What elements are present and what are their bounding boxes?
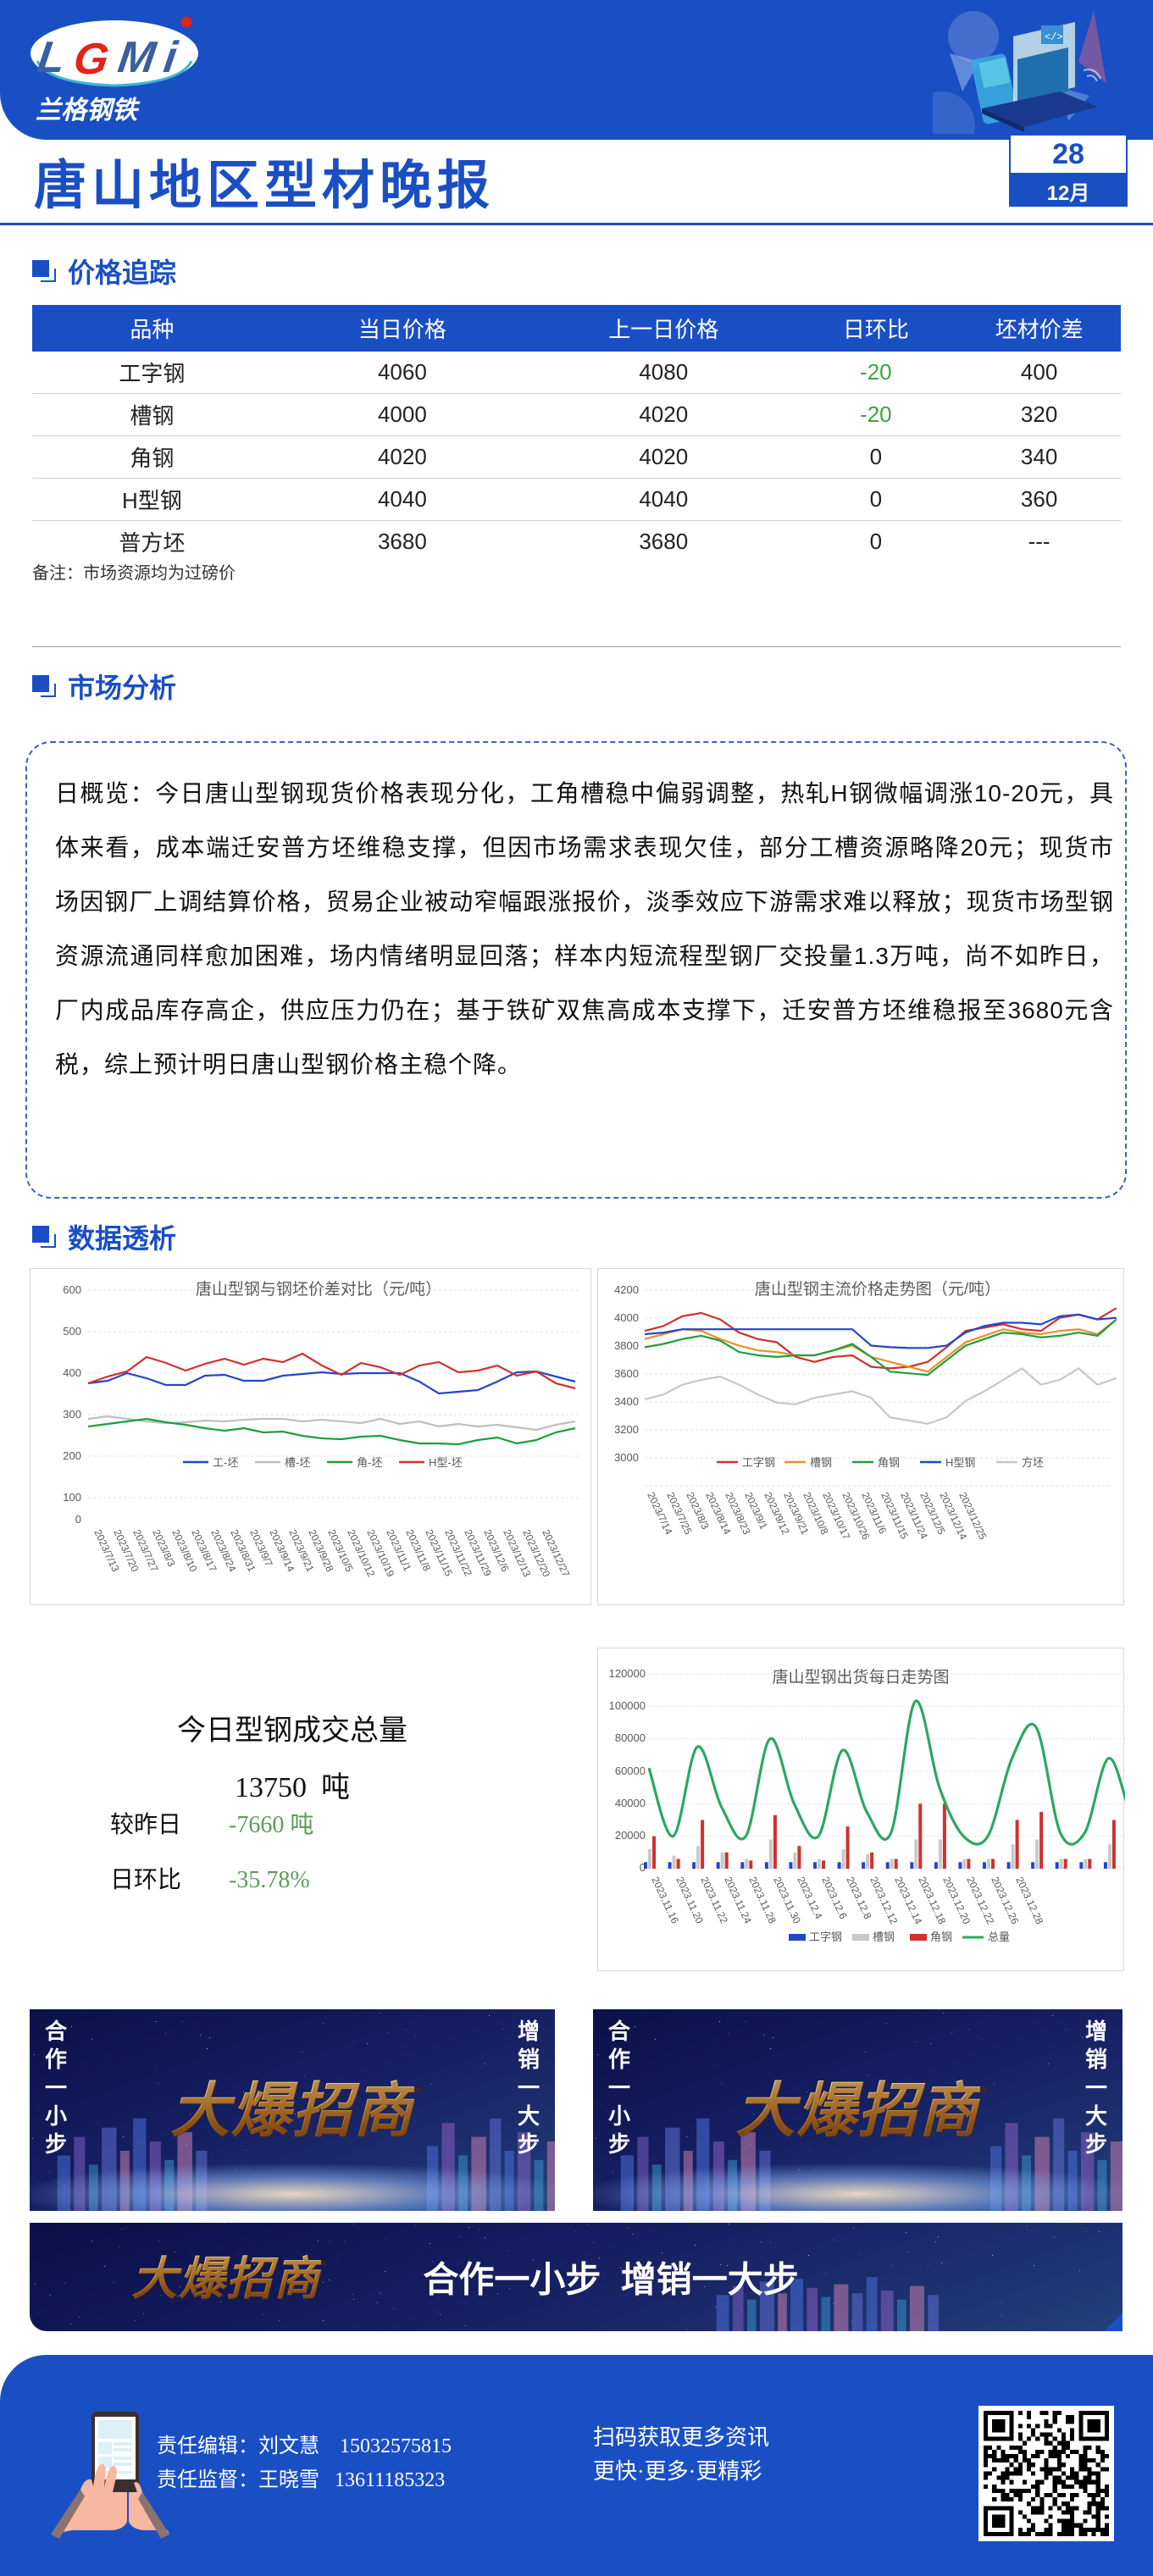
svg-text:3000: 3000 — [614, 1451, 639, 1464]
svg-text:H型钢: H型钢 — [945, 1456, 975, 1469]
svg-text:工字钢: 工字钢 — [809, 1931, 842, 1943]
svg-text:100000: 100000 — [609, 1699, 646, 1712]
svg-text:80000: 80000 — [615, 1731, 646, 1744]
svg-text:200: 200 — [63, 1449, 81, 1462]
svg-text:</>: </> — [1045, 31, 1063, 43]
svg-text:40000: 40000 — [615, 1797, 646, 1809]
svg-text:100: 100 — [63, 1491, 81, 1504]
svg-text:0: 0 — [75, 1513, 81, 1526]
svg-text:角-坯: 角-坯 — [357, 1456, 382, 1469]
svg-text:20000: 20000 — [615, 1829, 646, 1842]
svg-text:兰格钢铁: 兰格钢铁 — [36, 97, 141, 125]
svg-text:400: 400 — [63, 1366, 81, 1379]
svg-text:G: G — [71, 35, 113, 84]
svg-text:4200: 4200 — [614, 1283, 639, 1296]
svg-text:500: 500 — [63, 1325, 81, 1338]
svg-text:工-坯: 工-坯 — [213, 1456, 238, 1469]
svg-text:唐山型钢与钢坯价差对比（元/吨）: 唐山型钢与钢坯价差对比（元/吨） — [196, 1280, 441, 1299]
svg-text:3200: 3200 — [614, 1423, 639, 1436]
svg-text:角钢: 角钢 — [878, 1456, 900, 1469]
svg-text:槽-坯: 槽-坯 — [285, 1456, 310, 1469]
svg-text:300: 300 — [63, 1408, 81, 1421]
svg-text:工字钢: 工字钢 — [742, 1456, 775, 1469]
svg-text:唐山型钢出货每日走势图: 唐山型钢出货每日走势图 — [772, 1668, 949, 1687]
svg-text:角钢: 角钢 — [930, 1931, 952, 1943]
svg-text:60000: 60000 — [615, 1764, 646, 1777]
svg-text:总量: 总量 — [988, 1931, 1010, 1943]
svg-text:600: 600 — [63, 1283, 81, 1296]
svg-text:120000: 120000 — [609, 1667, 646, 1680]
svg-text:3800: 3800 — [614, 1339, 639, 1352]
svg-text:方坯: 方坯 — [1022, 1456, 1044, 1469]
svg-text:槽钢: 槽钢 — [873, 1931, 895, 1943]
svg-text:4000: 4000 — [614, 1311, 639, 1324]
svg-text:H型-坯: H型-坯 — [429, 1456, 463, 1469]
svg-text:唐山型钢主流价格走势图（元/吨）: 唐山型钢主流价格走势图（元/吨） — [755, 1280, 1001, 1299]
svg-text:3600: 3600 — [614, 1367, 639, 1380]
svg-text:槽钢: 槽钢 — [810, 1456, 832, 1469]
svg-text:3400: 3400 — [614, 1395, 639, 1408]
